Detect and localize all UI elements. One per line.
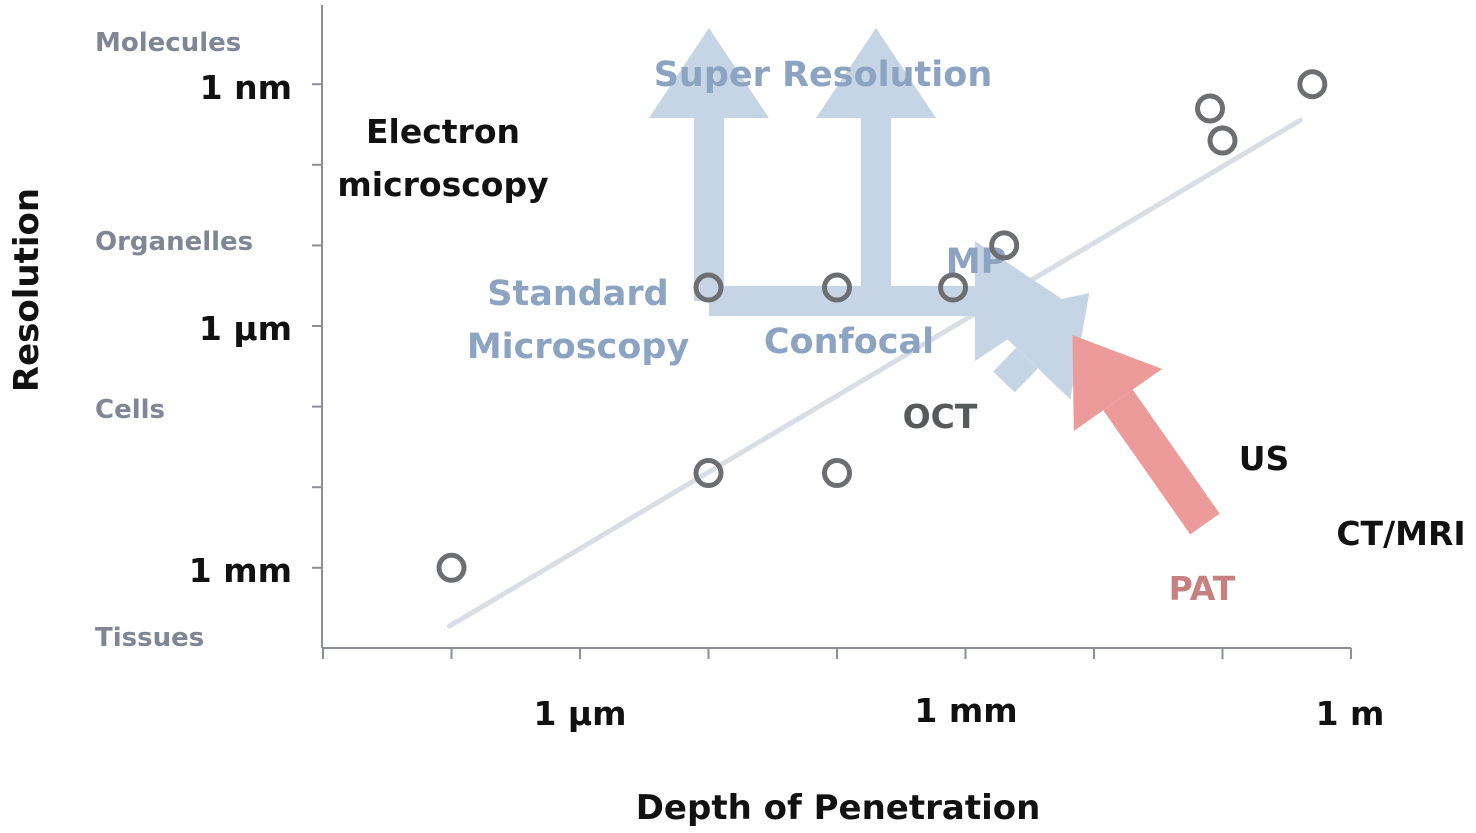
- marker-standard-microscopy: [693, 272, 724, 303]
- marker-mp: [938, 272, 969, 303]
- category-label-organelles: Organelles: [95, 227, 253, 257]
- oct-arrow: [983, 293, 1090, 400]
- y-axis-title: Resolution: [7, 188, 47, 392]
- category-label-tissues: Tissues: [95, 623, 204, 653]
- point-label-oct: OCT: [903, 397, 978, 436]
- point-label-standard-microscopy-line1: Standard: [487, 274, 668, 314]
- x-axis-title: Depth of Penetration: [636, 788, 1041, 828]
- point-label-electron-microscopy-line2: microscopy: [337, 165, 548, 204]
- point-label-confocal: Confocal: [764, 322, 934, 362]
- x-tick-label-1um: 1 µm: [533, 694, 626, 733]
- markers: [436, 69, 1328, 583]
- y-tick-label-1nm: 1 nm: [200, 68, 292, 107]
- point-label-pat: PAT: [1169, 569, 1236, 608]
- y-ticks: [312, 83, 322, 569]
- trend-line: [447, 117, 1303, 629]
- marker-super-resolution-0: [693, 458, 724, 489]
- marker-confocal: [822, 272, 852, 303]
- category-label-molecules: Molecules: [95, 28, 241, 58]
- x-tick-label-1mm: 1 mm: [914, 691, 1017, 730]
- point-label-electron-microscopy-line1: Electron: [366, 112, 520, 151]
- point-label-us: US: [1239, 439, 1290, 478]
- pat-arrow: [1072, 335, 1220, 535]
- category-label-cells: Cells: [95, 395, 165, 425]
- y-tick-label-1um: 1 µm: [199, 309, 292, 348]
- marker-pat: [1195, 93, 1226, 124]
- marker-us: [1207, 125, 1238, 156]
- point-label-ct-mri: CT/MRI: [1336, 514, 1465, 553]
- marker-oct: [989, 230, 1020, 261]
- y-tick-label-1mm: 1 mm: [189, 551, 292, 590]
- point-label-standard-microscopy-line2: Microscopy: [467, 327, 690, 367]
- x-ticks: [322, 648, 1352, 659]
- marker-ct-mri: [1297, 69, 1328, 100]
- marker-super-resolution-1: [822, 458, 852, 489]
- annotation-super-resolution: Super Resolution: [654, 55, 993, 95]
- x-tick-label-1m: 1 m: [1316, 694, 1385, 733]
- marker-electron-microscopy: [436, 552, 467, 583]
